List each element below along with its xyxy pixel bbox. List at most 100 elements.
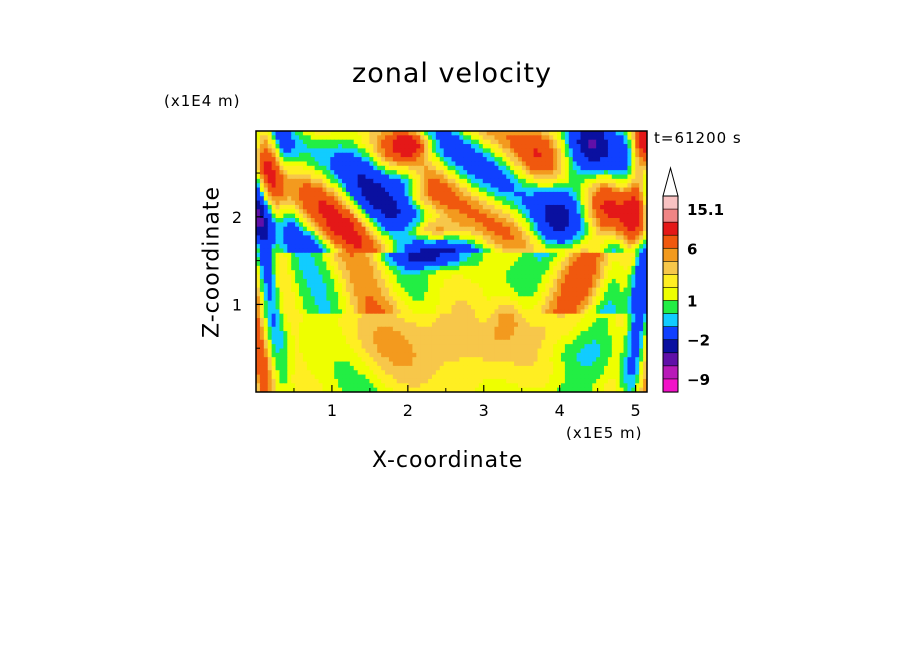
field-cell xyxy=(482,191,488,197)
field-cell xyxy=(560,274,566,280)
field-cell xyxy=(639,326,644,332)
field-cell xyxy=(631,144,636,149)
field-cell xyxy=(392,218,398,223)
field-cell xyxy=(455,270,460,276)
field-cell xyxy=(447,300,453,306)
field-cell xyxy=(310,313,316,319)
field-cell xyxy=(478,257,484,263)
field-cell xyxy=(381,278,386,284)
field-cell xyxy=(572,261,578,267)
field-cell xyxy=(576,174,582,180)
field-cell xyxy=(287,139,292,145)
field-cell xyxy=(463,183,468,189)
field-cell xyxy=(572,144,578,149)
field-cell xyxy=(291,248,296,254)
field-cell xyxy=(643,135,647,141)
field-cell xyxy=(486,244,492,250)
field-cell xyxy=(342,213,347,219)
field-cell xyxy=(580,244,586,250)
field-cell xyxy=(342,196,347,202)
field-cell xyxy=(537,339,543,345)
field-cell xyxy=(639,144,644,149)
field-cell xyxy=(435,287,441,293)
field-cell xyxy=(373,178,378,184)
field-cell xyxy=(424,239,429,245)
field-cell xyxy=(443,178,449,184)
field-cell xyxy=(451,283,457,289)
field-cell xyxy=(306,139,312,145)
field-cell xyxy=(631,252,636,258)
field-cell xyxy=(588,148,593,154)
field-cell xyxy=(643,248,647,254)
field-cell xyxy=(553,305,558,310)
field-cell xyxy=(482,239,488,245)
field-cell xyxy=(388,261,394,267)
field-cell xyxy=(381,239,386,245)
field-cell xyxy=(572,313,578,319)
field-cell xyxy=(506,183,511,189)
field-cell xyxy=(420,196,425,202)
field-cell xyxy=(568,274,574,280)
field-cell xyxy=(424,313,429,319)
field-cell xyxy=(365,213,370,219)
field-cell xyxy=(443,291,449,297)
field-cell xyxy=(467,161,472,167)
field-cell xyxy=(486,222,492,228)
field-cell xyxy=(259,170,265,176)
field-cell xyxy=(439,235,445,241)
field-cell xyxy=(607,274,613,280)
field-cell xyxy=(431,252,437,258)
field-cell xyxy=(564,196,570,202)
field-cell xyxy=(443,200,449,206)
field-cell xyxy=(412,305,417,310)
field-cell xyxy=(533,187,539,193)
field-cell xyxy=(385,135,390,141)
field-cell xyxy=(263,270,269,276)
field-cell xyxy=(517,139,523,145)
field-cell xyxy=(533,144,539,149)
field-cell xyxy=(443,226,449,232)
field-cell xyxy=(580,196,586,202)
field-cell xyxy=(385,252,390,258)
field-cell xyxy=(400,257,406,263)
field-cell xyxy=(600,200,605,206)
field-cell xyxy=(306,244,312,250)
field-cell xyxy=(283,313,288,319)
field-cell xyxy=(342,204,347,210)
field-cell xyxy=(345,261,351,267)
field-cell xyxy=(459,331,464,337)
field-cell xyxy=(322,204,327,210)
field-cell xyxy=(299,287,304,293)
field-cell xyxy=(439,139,445,145)
field-cell xyxy=(256,165,261,171)
field-cell xyxy=(279,265,284,271)
field-cell xyxy=(314,165,320,171)
field-cell xyxy=(412,265,417,271)
field-cell xyxy=(459,244,464,250)
field-cell xyxy=(611,335,617,341)
field-cell xyxy=(353,318,359,323)
field-cell xyxy=(396,239,402,245)
field-cell xyxy=(580,161,586,167)
field-cell xyxy=(263,335,269,341)
field-cell xyxy=(451,265,457,271)
field-cell xyxy=(560,339,566,345)
field-cell xyxy=(377,305,382,310)
field-cell xyxy=(345,187,351,193)
field-cell xyxy=(287,291,292,297)
field-cell xyxy=(600,196,605,202)
field-cell xyxy=(361,270,367,276)
field-cell xyxy=(400,200,406,206)
field-cell xyxy=(603,257,609,263)
field-cell xyxy=(568,131,574,136)
field-cell xyxy=(549,318,554,323)
field-cell xyxy=(385,152,390,158)
field-cell xyxy=(299,244,304,250)
field-cell xyxy=(291,239,296,245)
field-cell xyxy=(471,222,476,228)
field-cell xyxy=(314,239,320,245)
field-cell xyxy=(619,178,625,184)
field-cell xyxy=(623,204,629,210)
field-cell xyxy=(463,131,468,136)
field-cell xyxy=(553,270,558,276)
